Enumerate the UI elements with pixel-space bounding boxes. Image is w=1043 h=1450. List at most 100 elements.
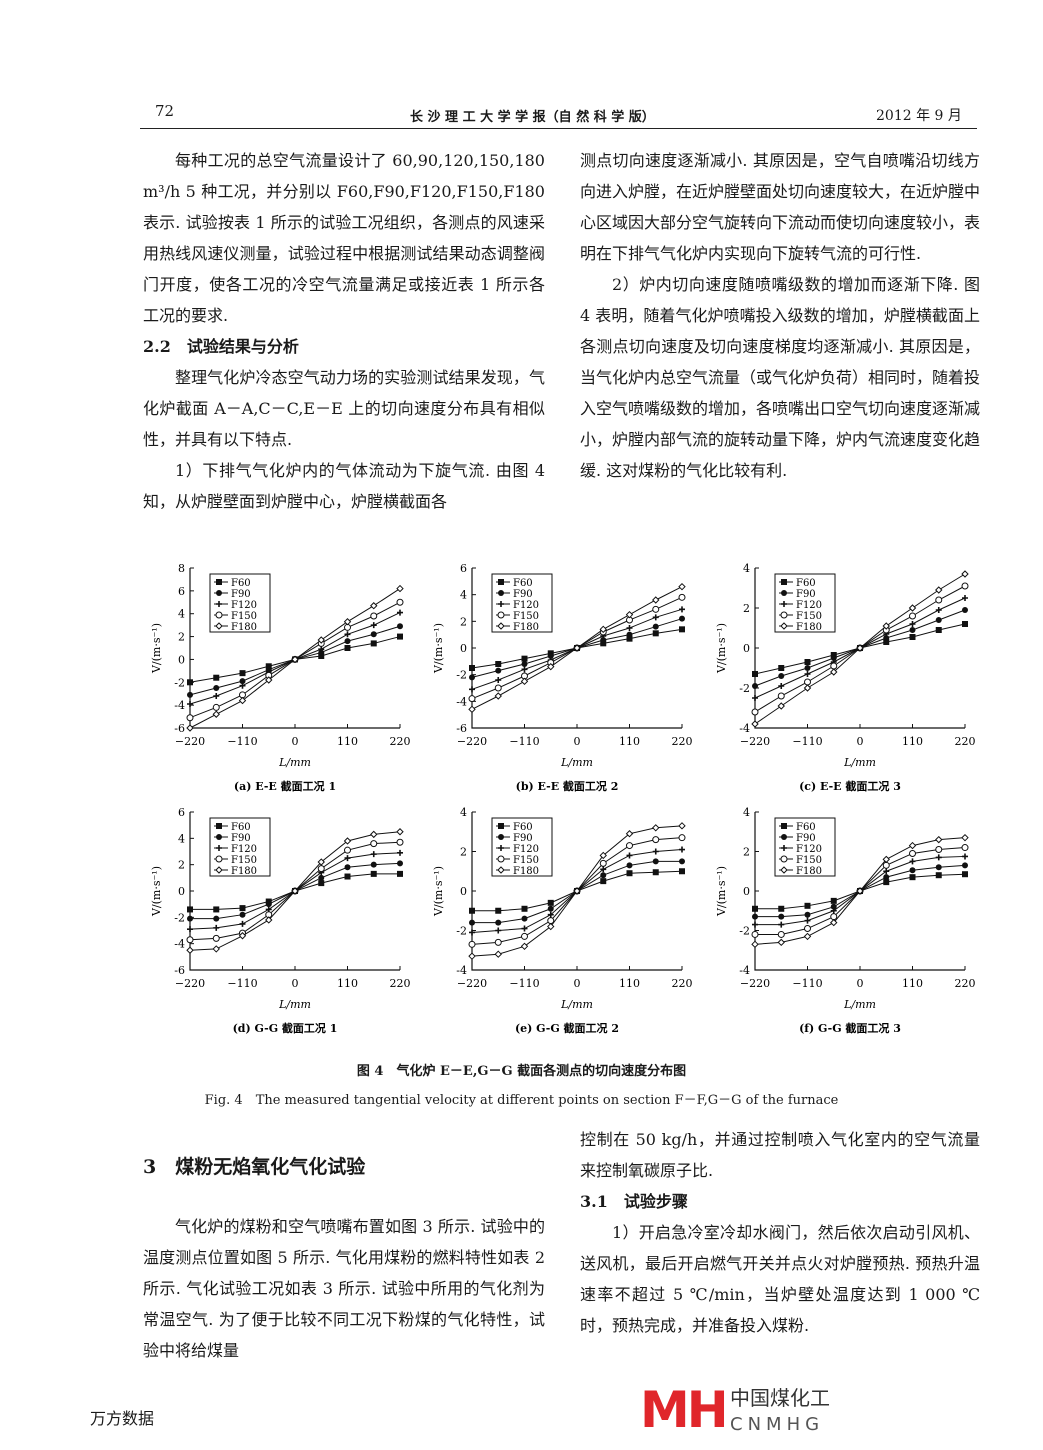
chart-a-legend-label: F90: [231, 589, 251, 600]
chart-d-y-tick-label: -4: [174, 938, 185, 951]
chart-d-point-F150: [344, 846, 351, 854]
chart-e-x-axis-label: L/mm: [560, 998, 593, 1011]
chart-e-point-F150: [678, 834, 686, 842]
chart-c-point-F60: [778, 665, 785, 671]
chart-a-point-F120: [213, 693, 220, 699]
chart-f-legend-label: F150: [796, 855, 822, 866]
chart-f-point-F120: [935, 854, 942, 861]
chart-f-legend-marker: [781, 823, 787, 829]
chart-e-point-F180: [547, 922, 555, 931]
footer-source: 万方数据: [90, 1409, 155, 1428]
chart-c-point-F120: [804, 671, 811, 677]
chart-d-point-F150: [186, 936, 194, 944]
chart-c-y-tick-label: 0: [743, 642, 750, 655]
chart-c-point-F150: [961, 582, 969, 590]
chart-a-point-F60: [239, 670, 246, 677]
chart-f-point-F90: [778, 913, 785, 920]
chart-c-point-F60: [752, 671, 758, 677]
chart-c-point-F150: [935, 596, 943, 604]
chart-a-y-axis-label: V/(m·s⁻¹): [150, 623, 163, 674]
chart-f-point-F60: [778, 905, 785, 912]
chart-b-point-F90: [547, 653, 554, 659]
chart-c-y-tick-label: 4: [743, 562, 750, 575]
chart-f-y-tick-label: 4: [743, 806, 750, 819]
chart-f-point-F150: [909, 849, 916, 857]
chart-c-point-F60: [962, 621, 968, 627]
chart-e-point-F180: [573, 887, 581, 895]
chart-d-point-F90: [265, 901, 272, 908]
paragraph: 整理气化炉冷态空气动力场的实验测试结果发现，气化炉截面 A－A,C－C,E－E …: [143, 368, 545, 449]
chart-e-legend-label: F180: [513, 866, 539, 877]
chart-e-point-F180: [599, 851, 607, 860]
chart-b-point-F180: [573, 644, 581, 652]
chart-b-point-F60: [652, 630, 659, 637]
chart-a-x-tick-label: 0: [292, 735, 299, 748]
chart-b-x-tick-label: 220: [672, 735, 693, 748]
chart-b-y-tick-label: 2: [460, 615, 467, 628]
chart-c-point-F180: [856, 644, 864, 652]
chart-e-point-F90: [547, 905, 554, 912]
chart-c-x-axis-label: L/mm: [843, 756, 876, 769]
chart-e-point-F180: [678, 822, 686, 830]
chart-d-point-F180: [396, 828, 404, 836]
chart-e-point-F60: [547, 899, 554, 906]
chart-a-point-F60: [213, 674, 220, 681]
chart-a-y-tick-label: 2: [178, 631, 185, 644]
chart-f-point-F150: [751, 930, 759, 938]
chart-e-point-F120: [652, 848, 659, 855]
chart-a-x-tick-label: 110: [337, 735, 358, 748]
chart-d-point-F90: [239, 911, 246, 918]
chart-c-point-F180: [803, 684, 812, 692]
chart-b-point-F180: [678, 582, 686, 591]
chart-a-y-tick-label: 4: [178, 608, 185, 621]
chart-a-point-F180: [317, 636, 325, 644]
chart-f-point-F120: [962, 853, 968, 860]
paragraph: 测点切向速度逐渐减小. 其原因是，空气自喷嘴沿切线方向进入炉膛，在近炉膛壁面处切…: [580, 151, 981, 263]
chart-b-point-F180: [468, 705, 476, 714]
chart-e-x-tick-label: 0: [574, 977, 581, 990]
chart-b-legend-label: F90: [513, 589, 533, 600]
chart-a-point-F60: [318, 653, 325, 659]
chart-a-point-F90: [370, 631, 377, 638]
chart-f-point-F180: [777, 938, 785, 947]
chart-e-legend-marker: [497, 855, 505, 863]
paragraph: 每种工况的总空气流量设计了 60,90,120,150,180 m³/h 5 种…: [143, 151, 545, 325]
chart-b-point-F180: [494, 692, 502, 700]
chart-c-x-tick-label: 0: [857, 735, 864, 748]
chart-d-legend-marker: [216, 834, 222, 840]
chart-b-point-F90: [469, 674, 475, 681]
chart-b-point-F180: [547, 662, 555, 671]
logo-mark: MH: [640, 1381, 729, 1439]
chart-a-y-tick-label: -2: [174, 676, 185, 689]
chart-b-legend-label: F120: [513, 600, 539, 611]
chart-d-point-F180: [343, 837, 352, 845]
section-heading: 3.1 试验步骤: [580, 1192, 688, 1211]
chart-e-point-F90: [652, 858, 659, 865]
chart-d-point-F150: [396, 838, 404, 846]
chart-f-x-tick-label: 110: [902, 977, 923, 990]
chart-e-legend-marker: [498, 845, 504, 851]
chart-e-legend-label: F90: [513, 833, 533, 844]
chart-a-point-F180: [370, 602, 378, 610]
chart-b-x-axis-label: L/mm: [560, 756, 593, 769]
chart-c-x-tick-label: −110: [792, 735, 822, 748]
chart-b-point-F90: [600, 637, 607, 643]
chart-e-point-F60: [469, 907, 475, 914]
chart-d-point-F60: [187, 906, 193, 913]
chart-a-x-tick-label: −220: [175, 735, 205, 748]
chart-d-point-F120: [370, 851, 377, 858]
chart-a-legend-marker: [216, 579, 222, 585]
chart-b-point-F90: [626, 631, 633, 638]
chart-b-point-F180: [520, 677, 529, 686]
chart-d-point-F180: [212, 945, 220, 953]
chart-d-legend-label: F90: [231, 833, 251, 844]
chart-a-x-tick-label: 220: [390, 735, 411, 748]
chart-e-point-F120: [600, 866, 607, 873]
chart-a-point-F60: [265, 663, 272, 670]
chart-e-point-F120: [469, 929, 475, 936]
chart-e-point-F150: [547, 917, 555, 925]
chart-c-legend-marker: [781, 579, 787, 585]
chart-f-legend-label: F120: [796, 844, 822, 855]
chart-e-point-F90: [469, 919, 475, 926]
chart-f-legend-label: F180: [796, 866, 822, 877]
